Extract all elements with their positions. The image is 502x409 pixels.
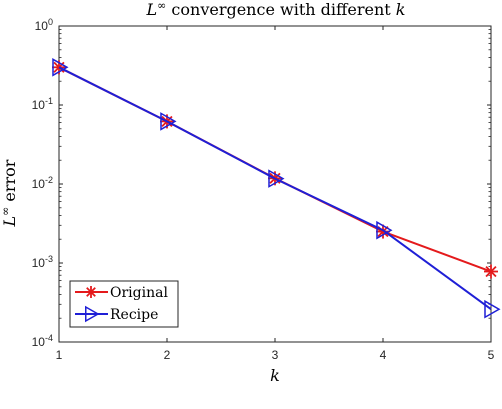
y-tick-label: 10-3 xyxy=(32,254,53,270)
legend: Original Recipe xyxy=(69,280,179,328)
x-tick-label: 4 xyxy=(380,348,387,362)
x-tick-label: 3 xyxy=(272,348,279,362)
y-tick-label: 10-1 xyxy=(32,96,53,112)
title-prefix: L xyxy=(146,0,158,19)
legend-marker-recipe xyxy=(85,305,100,323)
data-point-recipe xyxy=(268,169,285,188)
ticks-layer: 1 2 3 4 5 100 10-1 10-2 10-3 10-4 xyxy=(32,17,495,362)
legend-label-recipe: Recipe xyxy=(110,307,158,323)
legend-entry-original: Original xyxy=(75,285,168,301)
y-label-text: error xyxy=(0,159,19,206)
y-tick-label: 10-2 xyxy=(32,175,53,191)
title-text: convergence with different xyxy=(166,0,395,19)
asterisk-stroke xyxy=(485,265,497,278)
data-point-recipe xyxy=(484,299,501,319)
legend-label-original: Original xyxy=(110,285,168,301)
data-point-recipe xyxy=(160,112,177,131)
x-axis-label: k xyxy=(270,366,280,385)
data-point-recipe xyxy=(52,58,69,77)
title-variable: k xyxy=(396,0,406,19)
series-line-recipe xyxy=(58,66,492,311)
chart-title: L∞ convergence with different k xyxy=(146,0,406,19)
x-tick-label: 2 xyxy=(164,348,171,362)
asterisk-stroke xyxy=(86,287,96,297)
x-tick-label: 1 xyxy=(56,348,63,362)
y-axis-label: L∞ error xyxy=(0,159,19,227)
y-tick-label: 100 xyxy=(35,17,53,33)
legend-asterisk-marker xyxy=(85,286,97,298)
legend-triangle-marker xyxy=(85,305,100,323)
series-layer xyxy=(52,58,501,319)
legend-entry-recipe: Recipe xyxy=(75,305,158,323)
title-superscript: ∞ xyxy=(157,0,166,12)
x-tick-label: 5 xyxy=(488,348,495,362)
legend-marker-original xyxy=(85,286,97,298)
y-tick-label: 10-4 xyxy=(32,333,53,349)
data-point-original xyxy=(484,264,498,279)
data-point-recipe xyxy=(376,220,393,240)
y-label-prefix: L xyxy=(0,216,19,228)
y-label-superscript: ∞ xyxy=(0,207,12,216)
